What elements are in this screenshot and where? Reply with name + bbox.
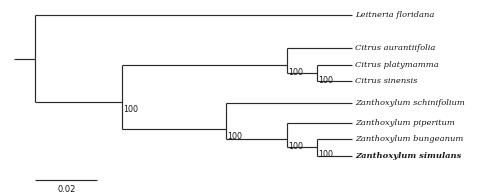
Text: Citrus aurantiifolia: Citrus aurantiifolia xyxy=(356,44,436,52)
Text: Leitneria floridana: Leitneria floridana xyxy=(356,11,434,19)
Text: 100: 100 xyxy=(288,142,303,151)
Text: 0.02: 0.02 xyxy=(57,185,76,194)
Text: Zanthoxylum piperitum: Zanthoxylum piperitum xyxy=(356,119,455,127)
Text: Zanthoxylum schinifolium: Zanthoxylum schinifolium xyxy=(356,99,465,107)
Text: Zanthoxylum bungeanum: Zanthoxylum bungeanum xyxy=(356,135,464,143)
Text: Zanthoxylum simulans: Zanthoxylum simulans xyxy=(356,152,462,160)
Text: 100: 100 xyxy=(124,105,138,114)
Text: Citrus platymamma: Citrus platymamma xyxy=(356,61,439,69)
Text: 100: 100 xyxy=(228,132,242,141)
Text: 100: 100 xyxy=(318,76,334,85)
Text: 100: 100 xyxy=(288,68,303,77)
Text: 100: 100 xyxy=(318,150,334,159)
Text: Citrus sinensis: Citrus sinensis xyxy=(356,77,418,85)
